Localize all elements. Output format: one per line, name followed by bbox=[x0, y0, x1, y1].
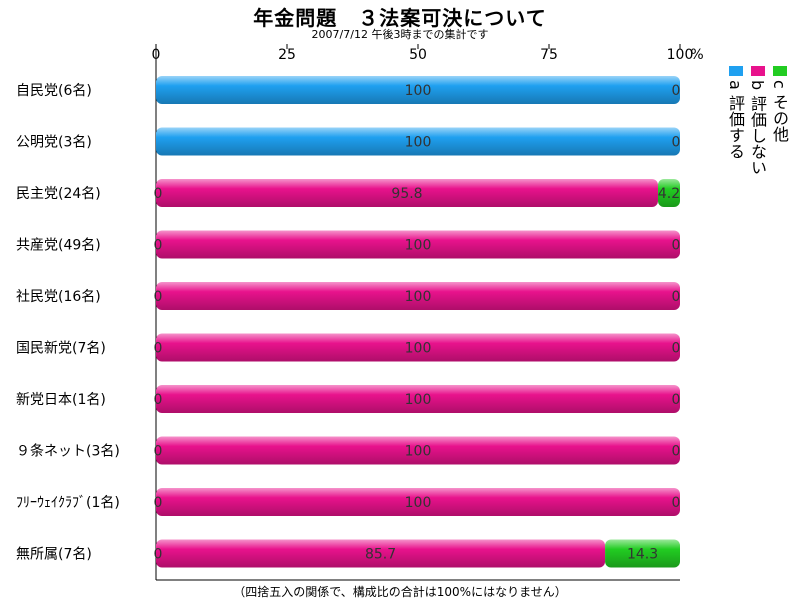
data-label: 100 bbox=[405, 135, 432, 151]
category-label: 公明党(3名) bbox=[16, 135, 92, 151]
category-label: 国民新党(7名) bbox=[16, 341, 106, 357]
data-label: 0 bbox=[672, 444, 681, 460]
category-label: 無所属(7名) bbox=[16, 547, 92, 563]
legend-label-a: a 評価する bbox=[726, 80, 745, 159]
chart-subtitle: 2007/7/12 午後3時までの集計です bbox=[311, 28, 489, 41]
data-label: 0 bbox=[154, 444, 163, 460]
data-label: 4.2 bbox=[658, 186, 680, 202]
data-label: 0 bbox=[672, 495, 681, 511]
data-label: 0 bbox=[672, 289, 681, 305]
category-label: 新党日本(1名) bbox=[16, 392, 106, 408]
bar-segment bbox=[156, 76, 680, 104]
data-label: 0 bbox=[672, 392, 681, 408]
category-label: 社民党(16名) bbox=[16, 289, 101, 305]
data-label: 0 bbox=[154, 392, 163, 408]
x-tick-label: 75 bbox=[540, 47, 558, 63]
data-label: 0 bbox=[672, 83, 681, 99]
bar-segment bbox=[156, 436, 680, 465]
category-label: ９条ネット(3名) bbox=[16, 443, 120, 460]
data-label: 0 bbox=[154, 238, 163, 254]
data-label: 100 bbox=[405, 341, 432, 357]
category-label: ﾌﾘｰｳｪｲｸﾗﾌﾞ(1名) bbox=[16, 495, 120, 511]
bar-segment bbox=[605, 539, 680, 568]
data-label: 100 bbox=[405, 83, 432, 99]
data-label: 0 bbox=[672, 341, 681, 357]
legend-item-a: a 評価する bbox=[726, 66, 746, 159]
x-axis-unit: % bbox=[690, 47, 703, 63]
data-label: 14.3 bbox=[627, 547, 658, 563]
data-label: 0 bbox=[154, 341, 163, 357]
x-tick-label: 0 bbox=[152, 47, 161, 63]
chart-title: 年金問題 ３法案可決について bbox=[253, 6, 547, 30]
data-label: 95.8 bbox=[391, 186, 422, 202]
legend-label-b: b 評価しない bbox=[748, 80, 767, 176]
legend-swatch-a bbox=[729, 66, 743, 76]
data-label: 85.7 bbox=[365, 547, 396, 563]
data-label: 0 bbox=[672, 135, 681, 151]
bar-segment bbox=[156, 179, 658, 207]
data-label: 0 bbox=[154, 547, 163, 563]
data-label: 0 bbox=[154, 289, 163, 305]
legend-label-c: c その他 bbox=[770, 80, 789, 142]
x-tick-label: 100 bbox=[667, 47, 694, 63]
legend-swatch-c bbox=[773, 66, 787, 76]
legend-swatch-b bbox=[751, 66, 765, 76]
data-label: 100 bbox=[405, 444, 432, 460]
category-label: 共産党(49名) bbox=[16, 238, 101, 254]
bar-segment bbox=[156, 230, 680, 259]
bar-segment bbox=[156, 488, 680, 516]
bar-segment bbox=[156, 539, 606, 568]
bar-segment bbox=[156, 385, 680, 413]
data-label: 0 bbox=[154, 186, 163, 202]
data-label: 0 bbox=[154, 495, 163, 511]
bar-segment bbox=[156, 333, 680, 362]
x-tick-label: 50 bbox=[409, 47, 427, 63]
chart-footnote: （四捨五入の関係で、構成比の合計は100%にはなりません） bbox=[233, 585, 567, 599]
data-label: 100 bbox=[405, 392, 432, 408]
x-tick-label: 25 bbox=[278, 47, 296, 63]
data-label: 100 bbox=[405, 289, 432, 305]
legend-item-c: c その他 bbox=[770, 66, 790, 142]
data-label: 100 bbox=[405, 495, 432, 511]
data-label: 100 bbox=[405, 238, 432, 254]
bar-segment bbox=[156, 282, 680, 310]
category-label: 民主党(24名) bbox=[16, 186, 101, 202]
legend-item-b: b 評価しない bbox=[748, 66, 768, 175]
category-label: 自民党(6名) bbox=[16, 83, 92, 99]
data-label: 0 bbox=[672, 238, 681, 254]
bar-segment bbox=[156, 127, 680, 156]
bar-segment bbox=[657, 179, 680, 207]
